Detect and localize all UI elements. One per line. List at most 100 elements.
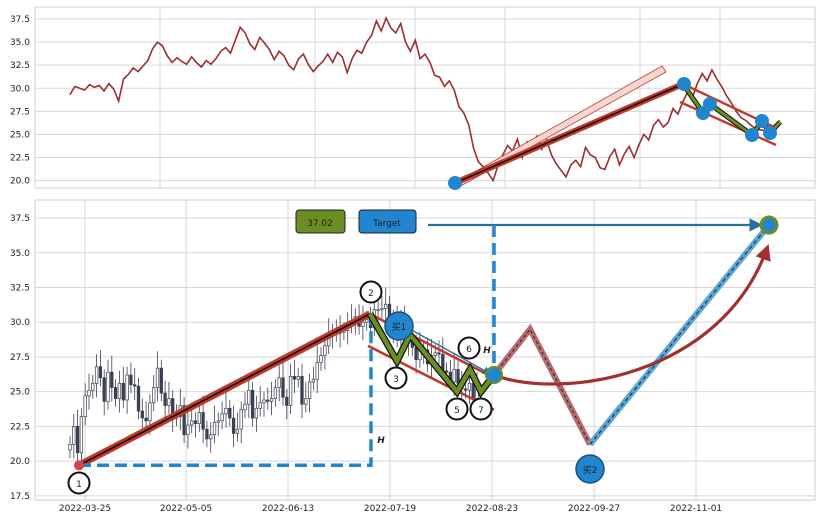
detail-y-tick-label: 17.5 [10, 492, 30, 502]
candle-body [456, 369, 460, 384]
candle-body [136, 385, 141, 412]
overview-pivot-point [763, 126, 777, 140]
detail-target-point [759, 215, 779, 235]
detail-zigzag [368, 312, 496, 396]
candle-body [266, 399, 270, 402]
overview-y-axis: 20.0 22.5 25.0 27.5 30.0 32.5 35.0 37.5 [10, 15, 30, 187]
candle-body [220, 413, 224, 422]
height-label: H [377, 436, 385, 446]
overview-channel-lower [679, 100, 777, 147]
candle-body [258, 402, 262, 409]
candle-body [315, 362, 319, 380]
detail-trendline-core [78, 313, 371, 466]
detail-x-tick-label: 2022-06-13 [262, 504, 314, 514]
detail-x-tick-label: 2022-03-25 [59, 504, 111, 514]
detail-target-path-dash [589, 224, 770, 445]
candle-body [239, 409, 243, 430]
value-box-label: 37.02 [307, 219, 333, 229]
candle-body [433, 352, 437, 356]
candle-body [307, 381, 312, 399]
pivot-marker [359, 280, 383, 304]
candle-body [243, 403, 247, 411]
candle-body [467, 382, 472, 391]
detail-y-tick-label: 27.5 [10, 353, 30, 363]
candle-body [117, 382, 122, 399]
candle-body [140, 410, 144, 419]
overview-plot-area [34, 6, 816, 189]
candle-body [304, 398, 308, 405]
candle-body [94, 366, 99, 384]
candle-body [323, 345, 327, 356]
detail-y-tick-label: 37.5 [10, 214, 30, 224]
candle-body [361, 321, 365, 327]
candle-body [110, 371, 114, 388]
overview-pivot-point [755, 114, 769, 128]
detail-y-tick-label: 32.5 [10, 284, 30, 294]
candle-body [296, 376, 300, 380]
candle-body [83, 395, 87, 417]
buy-marker [384, 311, 414, 341]
candle-body [98, 366, 103, 379]
pivot-marker [384, 366, 408, 390]
candle-body [463, 388, 468, 391]
candle-body [159, 367, 163, 394]
candle-body [79, 416, 84, 454]
detail-start-point [74, 460, 84, 471]
overview-y-tick-label: 32.5 [10, 61, 30, 71]
candle-body [75, 426, 80, 454]
candle-body [197, 412, 201, 424]
value-box [295, 209, 346, 234]
candle-body [311, 378, 316, 383]
buy-marker [575, 454, 605, 484]
candle-body [224, 407, 228, 415]
candle-body [125, 374, 129, 401]
candle-body [186, 424, 190, 436]
detail-curve-arrow [493, 244, 771, 386]
detail-projection-dash [493, 328, 591, 445]
candle-body [190, 420, 194, 426]
detail-channel-lower [367, 344, 495, 411]
candle-body [201, 412, 205, 430]
candle-body [452, 369, 456, 383]
candle-body [300, 376, 304, 405]
candle-body [269, 398, 274, 402]
pivot-marker-label: 5 [454, 406, 460, 416]
detail-y-axis: 17.5 20.0 22.5 25.0 27.5 30.0 32.5 35.0 37.5 [10, 214, 30, 502]
candle-body [384, 303, 388, 309]
candle-body [250, 389, 255, 419]
candle-body [209, 434, 213, 440]
overview-gridlines [35, 7, 815, 188]
candle-body [254, 407, 259, 419]
detail-x-tick-label: 2022-07-19 [364, 504, 417, 514]
candle-body [144, 417, 148, 422]
candle-body [319, 355, 323, 363]
candle-body [152, 387, 156, 404]
pivot-marker-label: 3 [393, 375, 399, 385]
overview-trendline-core [454, 83, 684, 184]
pivot-marker-label: 6 [466, 345, 472, 355]
detail-panel: 17.5 20.0 22.5 25.0 27.5 30.0 32.5 35.0 37.5 202… [10, 199, 816, 514]
candle-body [129, 374, 133, 386]
overview-pivot-point [448, 176, 462, 190]
candle-body [292, 376, 297, 380]
detail-y-tick-label: 30.0 [10, 318, 30, 328]
detail-breakout-point [485, 366, 503, 384]
detail-x-tick-label: 2022-08-23 [466, 504, 518, 514]
overview-pattern-overlay [448, 65, 782, 190]
candle-body [247, 389, 251, 405]
overview-pivot-point [677, 77, 691, 91]
candle-body [231, 417, 236, 434]
candle-body [106, 371, 110, 402]
pivot-marker-label: 1 [76, 480, 82, 490]
overview-y-tick-label: 25.0 [10, 130, 30, 140]
candle-body [212, 421, 217, 436]
candle-body [121, 382, 125, 401]
candle-body [182, 405, 186, 436]
target-box [358, 209, 417, 234]
pivot-marker [445, 397, 469, 421]
candle-body [277, 377, 281, 388]
candle-body [193, 420, 198, 424]
candle-body [228, 407, 232, 419]
overview-y-tick-label: 27.5 [10, 107, 30, 117]
